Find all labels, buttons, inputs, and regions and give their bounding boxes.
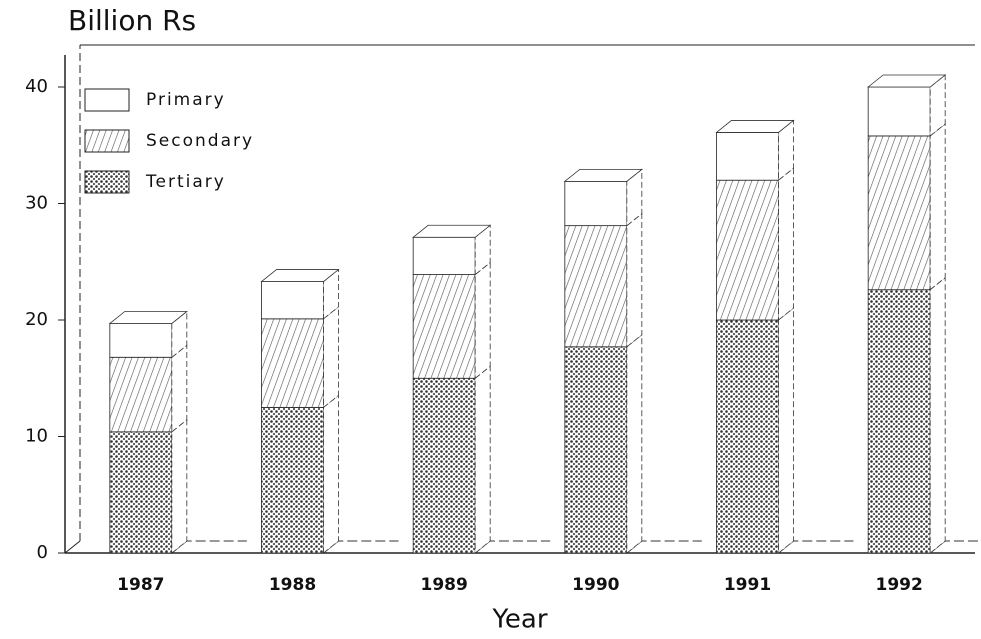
bar-segment (261, 281, 324, 320)
bar-top (715, 120, 795, 133)
bar-segment (261, 406, 324, 554)
bar-top (260, 269, 340, 282)
bar-segment (716, 179, 779, 321)
bar-side (929, 123, 946, 291)
bar-side (626, 333, 643, 554)
bar-segment (412, 377, 476, 554)
y-tick-label: 20 (25, 309, 48, 330)
legend-label: Tertiary (145, 172, 226, 192)
bar-side (171, 344, 188, 433)
legend-swatch (84, 88, 130, 112)
bar-segment (564, 180, 628, 227)
bar-segment (564, 225, 628, 348)
bar-segment (412, 236, 476, 275)
bar-side (626, 212, 643, 348)
bar-side (778, 307, 794, 554)
bar-segment (412, 274, 476, 379)
legend-swatch (84, 170, 130, 194)
bar-side (929, 276, 946, 554)
x-tick-label: 1992 (876, 575, 923, 595)
bar-side (474, 261, 491, 380)
x-tick-label: 1988 (269, 575, 316, 595)
y-tick-label: 0 (37, 542, 48, 563)
bar-top (867, 74, 947, 88)
x-axis-label: Year (491, 605, 547, 635)
bar-segment (716, 319, 779, 554)
bar-segment (109, 323, 173, 358)
bar-side (778, 167, 794, 321)
bar-side (474, 365, 491, 554)
legend-swatch (84, 129, 130, 153)
bar-top (108, 311, 188, 324)
bar-side (323, 394, 339, 554)
legend-label: Primary (146, 90, 226, 110)
bar-side (323, 306, 339, 409)
bar-top (563, 168, 643, 182)
bar-side (171, 419, 188, 554)
bar-segment (867, 289, 931, 554)
bar-segment (716, 132, 779, 181)
floor-edge (64, 540, 81, 554)
y-tick-label: 30 (25, 193, 48, 214)
y-tick-label: 10 (25, 426, 48, 447)
legend-label: Secondary (146, 131, 254, 151)
bar-top (412, 224, 492, 238)
x-tick-label: 1991 (724, 575, 771, 595)
x-tick-label: 1987 (117, 575, 164, 595)
bar-segment (109, 431, 173, 554)
bar-segment (564, 346, 628, 554)
y-tick-label: 40 (25, 76, 48, 97)
x-tick-label: 1989 (421, 575, 468, 595)
chart-title: Billion Rs (68, 4, 196, 37)
bar-segment (867, 86, 931, 137)
bar-segment (867, 135, 931, 291)
x-tick-label: 1990 (572, 575, 619, 595)
bar-segment (261, 318, 324, 408)
bar-segment (109, 356, 173, 433)
bar-side (171, 310, 188, 359)
